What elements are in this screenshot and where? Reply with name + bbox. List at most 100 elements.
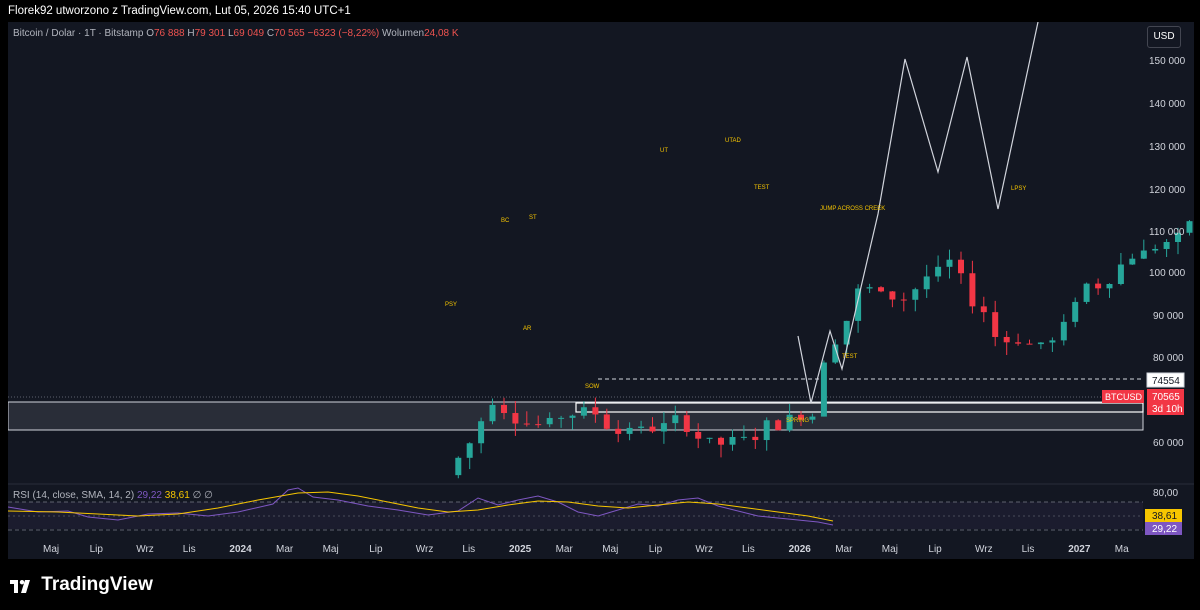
- candle-body[interactable]: [569, 415, 576, 418]
- candle-body[interactable]: [923, 276, 930, 290]
- projection-path[interactable]: [810, 22, 1039, 404]
- time-tick: Wrz: [136, 544, 154, 555]
- candle-body[interactable]: [649, 426, 656, 432]
- price-axis[interactable]: 150 000 140 000 130 000 120 000 110 000 …: [1149, 56, 1186, 449]
- high-value: 79 301: [194, 28, 226, 39]
- candle-body[interactable]: [866, 287, 873, 289]
- candle-body[interactable]: [478, 421, 485, 444]
- candle-body[interactable]: [1140, 250, 1147, 259]
- candle-body[interactable]: [969, 273, 976, 307]
- candle-body[interactable]: [1186, 221, 1193, 233]
- candle-body[interactable]: [523, 423, 530, 425]
- candle-body[interactable]: [592, 407, 599, 415]
- candle-body[interactable]: [1152, 248, 1159, 251]
- candle-body[interactable]: [1003, 336, 1010, 343]
- candle-body[interactable]: [1117, 264, 1124, 285]
- rsi-sma-tag: 38,61: [1152, 511, 1177, 522]
- candle-body[interactable]: [946, 259, 953, 267]
- candle-body[interactable]: [603, 414, 610, 429]
- candle-body[interactable]: [1037, 342, 1044, 345]
- last-price-tag-box[interactable]: [1147, 389, 1184, 415]
- candle-body[interactable]: [912, 289, 919, 300]
- low-label: L: [227, 28, 234, 39]
- candle-body[interactable]: [683, 415, 690, 432]
- symbol-legend[interactable]: Bitcoin / Dolar · 1T · Bitstamp O76 888 …: [13, 28, 459, 39]
- candle-body[interactable]: [1072, 301, 1079, 322]
- candle-body[interactable]: [843, 320, 850, 345]
- candle-body[interactable]: [626, 427, 633, 434]
- time-tick: Mar: [556, 544, 574, 555]
- candle-body[interactable]: [1015, 342, 1022, 344]
- time-axis[interactable]: Maj Lip Wrz Lis 2024 Mar Maj Lip Wrz Lis 2025 Mar Ma…: [43, 544, 1129, 555]
- candle-body[interactable]: [889, 291, 896, 300]
- symbol-tag-box[interactable]: [1102, 390, 1144, 403]
- time-tick: Lip: [90, 544, 104, 555]
- spring-zone-box[interactable]: [575, 402, 1144, 413]
- candle-body[interactable]: [786, 414, 793, 431]
- rsi-ma-line[interactable]: [8, 491, 834, 522]
- candle-body[interactable]: [980, 306, 987, 313]
- candle-body[interactable]: [809, 416, 816, 420]
- candle-body[interactable]: [1049, 340, 1056, 343]
- candle-body[interactable]: [1129, 258, 1136, 265]
- candle-body[interactable]: [615, 428, 622, 434]
- candle-body[interactable]: [752, 436, 759, 441]
- candle-body[interactable]: [466, 443, 473, 458]
- currency-button[interactable]: USD: [1147, 26, 1181, 48]
- candle-body[interactable]: [878, 287, 884, 292]
- candle-body[interactable]: [729, 436, 736, 445]
- candle-body[interactable]: [1106, 284, 1113, 289]
- candle-body[interactable]: [718, 437, 724, 445]
- symbol-name[interactable]: Bitcoin / Dolar · 1T · Bitstamp: [13, 28, 144, 39]
- volume-value: 24,08 K: [424, 28, 459, 39]
- candle-body[interactable]: [1060, 321, 1067, 341]
- price-tick: 80 000: [1153, 353, 1184, 364]
- candle-body[interactable]: [740, 436, 747, 438]
- rsi-line[interactable]: [8, 487, 834, 526]
- candle-body[interactable]: [820, 362, 827, 417]
- annotation-test-2: TEST: [842, 354, 858, 360]
- candle-body[interactable]: [546, 417, 553, 425]
- candle-body[interactable]: [695, 431, 702, 439]
- candle-body[interactable]: [501, 404, 507, 414]
- rsi-value-tag-box[interactable]: [1145, 522, 1182, 535]
- candle-body[interactable]: [660, 423, 667, 432]
- chart-svg[interactable]: PSY BC ST AR SOW UT UTAD TEST JUMP ACROS…: [8, 22, 1194, 559]
- candle-body[interactable]: [958, 259, 964, 274]
- candle-body[interactable]: [512, 413, 519, 424]
- rsi-legend[interactable]: RSI (14, close, SMA, 14, 2) 29,22 38,61 …: [13, 490, 213, 501]
- rsi-sma-tag-box[interactable]: [1145, 509, 1182, 522]
- candle-body[interactable]: [1083, 283, 1090, 302]
- level-tag-box[interactable]: [1146, 372, 1185, 388]
- candle-body[interactable]: [1175, 232, 1181, 242]
- candle-body[interactable]: [535, 424, 542, 426]
- rsi-indicator-label[interactable]: RSI (14, close, SMA, 14, 2): [13, 490, 135, 501]
- candle-body[interactable]: [1095, 283, 1102, 289]
- annotation-sow: SOW: [585, 384, 600, 390]
- chart-pane[interactable]: PSY BC ST AR SOW UT UTAD TEST JUMP ACROS…: [8, 22, 1194, 559]
- candle-body[interactable]: [900, 299, 907, 301]
- candle-body[interactable]: [832, 344, 839, 363]
- candle-body[interactable]: [935, 266, 942, 277]
- candle-body[interactable]: [638, 426, 645, 428]
- candle-body[interactable]: [489, 404, 496, 422]
- candle-body[interactable]: [558, 417, 565, 419]
- candle-body[interactable]: [580, 407, 587, 416]
- candle-body[interactable]: [855, 288, 862, 321]
- candle-body[interactable]: [763, 420, 770, 441]
- candle-body[interactable]: [775, 420, 782, 431]
- price-tick: 140 000: [1149, 99, 1186, 110]
- price-tick: 60 000: [1153, 438, 1184, 449]
- candle-body[interactable]: [672, 415, 679, 424]
- projection-down-leg[interactable]: [797, 335, 812, 404]
- candle-body[interactable]: [1026, 343, 1033, 345]
- time-tick: 2027: [1068, 544, 1091, 555]
- price-tick: 120 000: [1149, 185, 1186, 196]
- time-tick: Lis: [742, 544, 755, 555]
- candle-body[interactable]: [455, 457, 462, 476]
- candle-body[interactable]: [798, 414, 804, 420]
- candle-body[interactable]: [1163, 241, 1170, 249]
- candle-body[interactable]: [706, 437, 713, 439]
- tradingview-wordmark: TradingView: [41, 574, 153, 595]
- candle-body[interactable]: [992, 312, 999, 337]
